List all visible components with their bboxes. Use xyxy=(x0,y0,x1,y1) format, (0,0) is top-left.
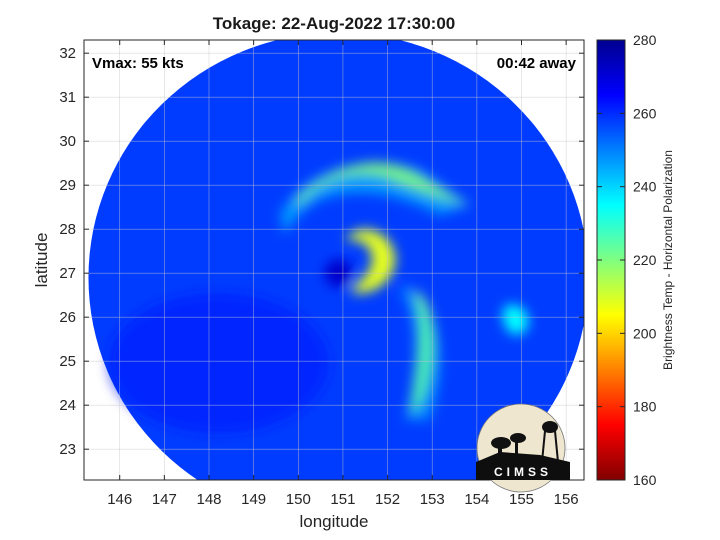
logo-dish-icon xyxy=(491,437,511,449)
x-tick-label: 153 xyxy=(420,491,445,508)
y-tick-label: 23 xyxy=(59,441,76,458)
x-tick-label: 149 xyxy=(241,491,266,508)
x-tick-label: 155 xyxy=(509,491,534,508)
x-tick-label: 152 xyxy=(375,491,400,508)
cimss-logo: CIMSS xyxy=(476,403,570,493)
colorbar-tick-label: 180 xyxy=(633,399,657,415)
y-tick-label: 32 xyxy=(59,45,76,62)
y-tick-label: 25 xyxy=(59,353,76,370)
x-tick-label: 147 xyxy=(152,491,177,508)
x-tick-label: 148 xyxy=(196,491,221,508)
y-axis-label: latitude xyxy=(32,233,51,288)
logo-water-tower-icon xyxy=(542,421,558,433)
colorbar-label: Brightness Temp - Horizontal Polarizatio… xyxy=(661,150,675,370)
chart-title: Tokage: 22-Aug-2022 17:30:00 xyxy=(213,14,456,33)
feature-outer-cell xyxy=(502,304,529,335)
y-axis-ticks: 23 24 25 26 27 28 29 30 31 32 xyxy=(59,45,584,458)
microwave-swath xyxy=(88,40,584,480)
x-tick-label: 154 xyxy=(464,491,489,508)
colorbar-ticks: 160 180 200 220 240 260 280 xyxy=(597,32,657,488)
feature-eyewall xyxy=(345,229,396,294)
plot-frame xyxy=(83,39,585,481)
colorbar-tick-label: 200 xyxy=(633,325,657,341)
vmax-annotation: Vmax: 55 kts xyxy=(92,55,184,72)
logo-text: CIMSS xyxy=(494,465,552,479)
swath-layer xyxy=(88,40,584,480)
away-annotation: 00:42 away xyxy=(497,55,577,72)
colorbar-tick-label: 160 xyxy=(633,472,657,488)
y-tick-label: 31 xyxy=(59,89,76,106)
x-axis-label: longitude xyxy=(299,512,368,531)
y-tick-label: 29 xyxy=(59,177,76,194)
logo-building xyxy=(476,452,570,480)
gridlines xyxy=(84,40,584,480)
x-tick-label: 146 xyxy=(107,491,132,508)
y-tick-label: 26 xyxy=(59,309,76,326)
colorbar-tick-label: 220 xyxy=(633,252,657,268)
x-tick-label: 150 xyxy=(286,491,311,508)
x-axis-ticks: 146 147 148 149 150 151 152 153 154 155 156 xyxy=(107,40,579,508)
colorbar-tick-label: 240 xyxy=(633,179,657,195)
y-tick-label: 30 xyxy=(59,133,76,150)
x-tick-label: 156 xyxy=(554,491,579,508)
y-tick-label: 24 xyxy=(59,397,76,414)
logo-dish-small-icon xyxy=(510,433,526,443)
colorbar-tick-label: 260 xyxy=(633,105,657,121)
y-tick-label: 28 xyxy=(59,221,76,238)
x-tick-label: 151 xyxy=(330,491,355,508)
colorbar-tick-label: 280 xyxy=(633,32,657,48)
y-tick-label: 27 xyxy=(59,265,76,282)
